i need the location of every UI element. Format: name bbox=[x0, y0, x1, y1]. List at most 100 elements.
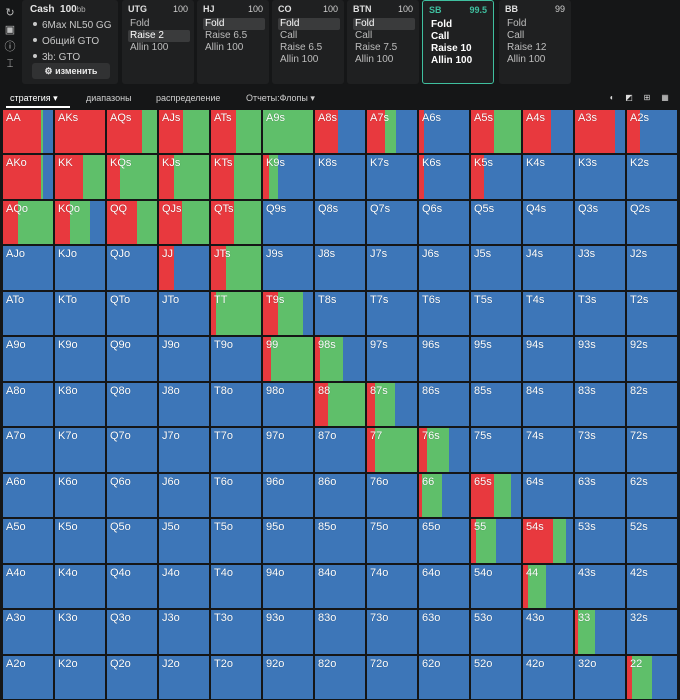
hand-cell[interactable]: 76o bbox=[366, 472, 418, 519]
hand-cell[interactable]: T7o bbox=[210, 427, 262, 473]
hand-cell[interactable]: A4o bbox=[2, 563, 54, 610]
hand-cell[interactable]: J2o bbox=[158, 654, 210, 700]
hand-cell[interactable]: 93s bbox=[574, 336, 626, 382]
hand-cell[interactable]: Q4s bbox=[522, 199, 574, 246]
hand-cell[interactable]: ATo bbox=[2, 290, 54, 337]
hand-cell[interactable]: 72s bbox=[626, 427, 678, 473]
hand-cell[interactable]: Q6o bbox=[106, 472, 158, 519]
hand-cell[interactable]: A9s bbox=[262, 109, 314, 155]
hand-cell[interactable]: KJo bbox=[54, 245, 106, 291]
hand-cell[interactable]: Q8s bbox=[314, 199, 366, 246]
hand-cell[interactable]: A3o bbox=[2, 609, 54, 655]
filter-icon[interactable]: ⌶ bbox=[6, 58, 14, 70]
hand-cell[interactable]: 64o bbox=[418, 563, 470, 610]
edit-button[interactable]: ⚙ изменить bbox=[32, 63, 110, 79]
action-option[interactable]: Allin 100 bbox=[280, 54, 319, 65]
hand-cell[interactable]: 22 bbox=[626, 654, 678, 700]
action-option[interactable]: Fold bbox=[130, 18, 150, 29]
hand-cell[interactable]: TT bbox=[210, 290, 262, 337]
hand-cell[interactable]: 94s bbox=[522, 336, 574, 382]
hand-cell[interactable]: 75s bbox=[470, 427, 522, 473]
hand-cell[interactable]: 62o bbox=[418, 654, 470, 700]
hand-cell[interactable]: 98o bbox=[262, 381, 314, 428]
hand-cell[interactable]: QTs bbox=[210, 199, 262, 246]
hand-cell[interactable]: 54o bbox=[470, 563, 522, 610]
hand-cell[interactable]: 97s bbox=[366, 336, 418, 382]
hand-cell[interactable]: KQs bbox=[106, 154, 158, 200]
action-option[interactable]: Call bbox=[355, 30, 373, 41]
hand-cell[interactable]: AA bbox=[2, 109, 54, 155]
hand-cell[interactable]: A3s bbox=[574, 109, 626, 155]
hand-cell[interactable]: QJs bbox=[158, 199, 210, 246]
hand-cell[interactable]: A5s bbox=[470, 109, 522, 155]
save-icon[interactable]: ▣ bbox=[4, 24, 16, 36]
hand-cell[interactable]: 62s bbox=[626, 472, 678, 519]
hand-cell[interactable]: 73o bbox=[366, 609, 418, 655]
hand-cell[interactable]: J7o bbox=[158, 427, 210, 473]
hand-cell[interactable]: 74o bbox=[366, 563, 418, 610]
hand-cell[interactable]: AJs bbox=[158, 109, 210, 155]
action-option[interactable]: Fold bbox=[203, 18, 265, 30]
hand-cell[interactable]: T4s bbox=[522, 290, 574, 337]
hand-cell[interactable]: J8o bbox=[158, 381, 210, 428]
hand-cell[interactable]: J4o bbox=[158, 563, 210, 610]
hand-cell[interactable]: 92o bbox=[262, 654, 314, 700]
hand-cell[interactable]: 98s bbox=[314, 336, 366, 382]
hand-cell[interactable]: Q5o bbox=[106, 518, 158, 564]
hand-cell[interactable]: Q7s bbox=[366, 199, 418, 246]
action-option[interactable]: Allin 100 bbox=[431, 55, 473, 66]
hand-cell[interactable]: KK bbox=[54, 154, 106, 200]
hand-cell[interactable]: KTo bbox=[54, 290, 106, 337]
hand-cell[interactable]: AKs bbox=[54, 109, 106, 155]
hand-cell[interactable]: 43s bbox=[574, 563, 626, 610]
hand-cell[interactable]: T5s bbox=[470, 290, 522, 337]
hand-cell[interactable]: K7s bbox=[366, 154, 418, 200]
hand-cell[interactable]: 86o bbox=[314, 472, 366, 519]
hand-cell[interactable]: J9o bbox=[158, 336, 210, 382]
hand-cell[interactable]: J2s bbox=[626, 245, 678, 291]
hand-cell[interactable]: J5o bbox=[158, 518, 210, 564]
hand-cell[interactable]: 88 bbox=[314, 381, 366, 428]
hand-cell[interactable]: 82s bbox=[626, 381, 678, 428]
hand-cell[interactable]: 77 bbox=[366, 427, 418, 473]
hand-cell[interactable]: K8o bbox=[54, 381, 106, 428]
hand-cell[interactable]: QJo bbox=[106, 245, 158, 291]
hand-cell[interactable]: T6s bbox=[418, 290, 470, 337]
hand-cell[interactable]: T3s bbox=[574, 290, 626, 337]
hand-cell[interactable]: A2s bbox=[626, 109, 678, 155]
hand-cell[interactable]: T6o bbox=[210, 472, 262, 519]
hand-cell[interactable]: 93o bbox=[262, 609, 314, 655]
hand-cell[interactable]: 65s bbox=[470, 472, 522, 519]
grid-large-icon[interactable]: ▦ bbox=[661, 93, 669, 102]
hand-cell[interactable]: A6o bbox=[2, 472, 54, 519]
hand-cell[interactable]: 92s bbox=[626, 336, 678, 382]
hand-cell[interactable]: A2o bbox=[2, 654, 54, 700]
action-option[interactable]: Allin 100 bbox=[130, 42, 169, 53]
hand-cell[interactable]: ATs bbox=[210, 109, 262, 155]
hand-cell[interactable]: A7o bbox=[2, 427, 54, 473]
hand-cell[interactable]: 52o bbox=[470, 654, 522, 700]
hand-cell[interactable]: 53s bbox=[574, 518, 626, 564]
hand-cell[interactable]: 99 bbox=[262, 336, 314, 382]
action-option[interactable]: Allin 100 bbox=[205, 42, 244, 53]
hand-cell[interactable]: 53o bbox=[470, 609, 522, 655]
hand-cell[interactable]: 84s bbox=[522, 381, 574, 428]
action-option[interactable]: Fold bbox=[278, 18, 340, 30]
hand-cell[interactable]: 85o bbox=[314, 518, 366, 564]
hand-cell[interactable]: A4s bbox=[522, 109, 574, 155]
hand-cell[interactable]: T3o bbox=[210, 609, 262, 655]
hand-cell[interactable]: KTs bbox=[210, 154, 262, 200]
hand-cell[interactable]: Q9s bbox=[262, 199, 314, 246]
hand-cell[interactable]: T7s bbox=[366, 290, 418, 337]
hand-cell[interactable]: 55 bbox=[470, 518, 522, 564]
hand-cell[interactable]: T5o bbox=[210, 518, 262, 564]
hand-cell[interactable]: J7s bbox=[366, 245, 418, 291]
hand-cell[interactable]: 87s bbox=[366, 381, 418, 428]
hand-cell[interactable]: Q2o bbox=[106, 654, 158, 700]
hand-cell[interactable]: 64s bbox=[522, 472, 574, 519]
hand-cell[interactable]: T4o bbox=[210, 563, 262, 610]
hand-cell[interactable]: K6o bbox=[54, 472, 106, 519]
action-option[interactable]: Raise 12 bbox=[507, 42, 547, 53]
tab-ranges[interactable]: диапазоны bbox=[86, 93, 132, 103]
hand-cell[interactable]: A5o bbox=[2, 518, 54, 564]
